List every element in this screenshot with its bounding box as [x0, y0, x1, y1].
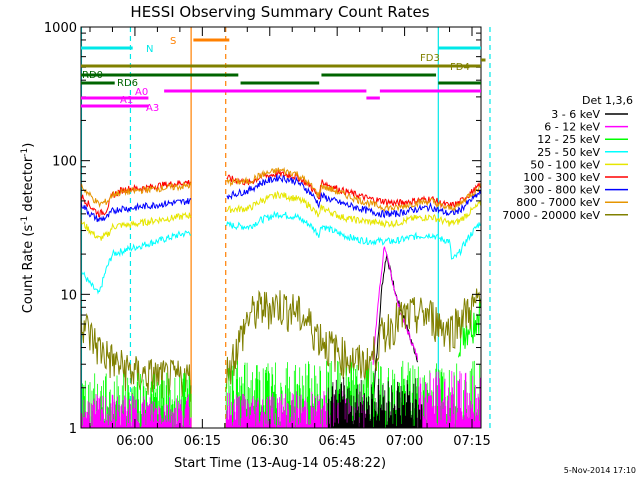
series-line-2: [458, 295, 481, 358]
y-axis-ticks: 1 10 100 1000: [44, 21, 481, 437]
legend-entry-label: 6 - 12 keV: [544, 121, 600, 134]
series-line-3: [81, 210, 481, 295]
series-line-4: [81, 190, 481, 241]
legend-entry-label: 25 - 50 keV: [537, 146, 600, 159]
legend-entry-label: 300 - 800 keV: [523, 184, 600, 197]
state-label: RD6: [117, 78, 138, 89]
y-axis-label-main: Count Rate (s: [21, 225, 36, 314]
y-tick-label: 10: [60, 288, 77, 303]
legend-entry-label: 50 - 100 keV: [530, 158, 600, 171]
legend-entry-label: 7000 - 20000 keV: [502, 209, 600, 222]
legend-entry-label: 100 - 300 keV: [523, 171, 600, 184]
y-axis-label: Count Rate (s-1 detector-1): [20, 143, 36, 314]
x-tick-label: 06:30: [251, 434, 288, 449]
state-label: FD3: [420, 53, 440, 64]
x-tick-label: 07:00: [386, 434, 423, 449]
magenta-floor: [417, 371, 481, 428]
y-tick-label: 1: [69, 422, 77, 437]
state-label: S: [170, 36, 176, 47]
y-axis-label-mid: detector: [21, 156, 36, 216]
y-axis-label-sup1: -1: [20, 216, 30, 225]
legend-entry-label: 800 - 7000 keV: [516, 196, 600, 209]
x-tick-label: 06:45: [318, 434, 355, 449]
series-line-7: [81, 166, 481, 212]
svg-text:Count Rate (s-1 detector-1): Count Rate (s-1 detector-1): [20, 143, 36, 314]
magenta-floor: [225, 390, 369, 428]
x-tick-label: 06:00: [116, 434, 153, 449]
y-axis-label-end: ): [21, 143, 36, 148]
y-axis-label-sup2: -1: [20, 148, 30, 157]
x-tick-label: 06:15: [184, 434, 221, 449]
state-label: N: [146, 44, 153, 55]
state-label: A1: [120, 95, 133, 106]
legend-entry-label: 12 - 25 keV: [537, 133, 600, 146]
state-label: RD0: [82, 70, 103, 81]
series-line-1: [372, 246, 419, 365]
state-label: FD4: [450, 62, 470, 73]
y-tick-label: 100: [52, 155, 77, 170]
x-axis-label: Start Time (13-Aug-14 05:48:22): [174, 456, 386, 471]
series-line-8: [81, 288, 481, 402]
plot-frame: [80, 26, 482, 429]
state-label: A0: [135, 87, 148, 98]
legend-title: Det 1,3,6: [582, 94, 633, 107]
chart-title: HESSI Observing Summary Count Rates: [130, 3, 429, 21]
date-stamp: 5-Nov-2014 17:10: [564, 466, 636, 475]
x-tick-label: 07:15: [453, 434, 490, 449]
state-label: A3: [146, 103, 159, 114]
legend-entry-label: 3 - 6 keV: [551, 108, 600, 121]
y-tick-label: 1000: [44, 21, 77, 36]
instrument-state-bars: [81, 38, 486, 108]
x-axis-ticks: 06:00 06:15 06:30 06:45 07:00 07:15: [89, 27, 491, 449]
magenta-floor: [81, 393, 192, 428]
